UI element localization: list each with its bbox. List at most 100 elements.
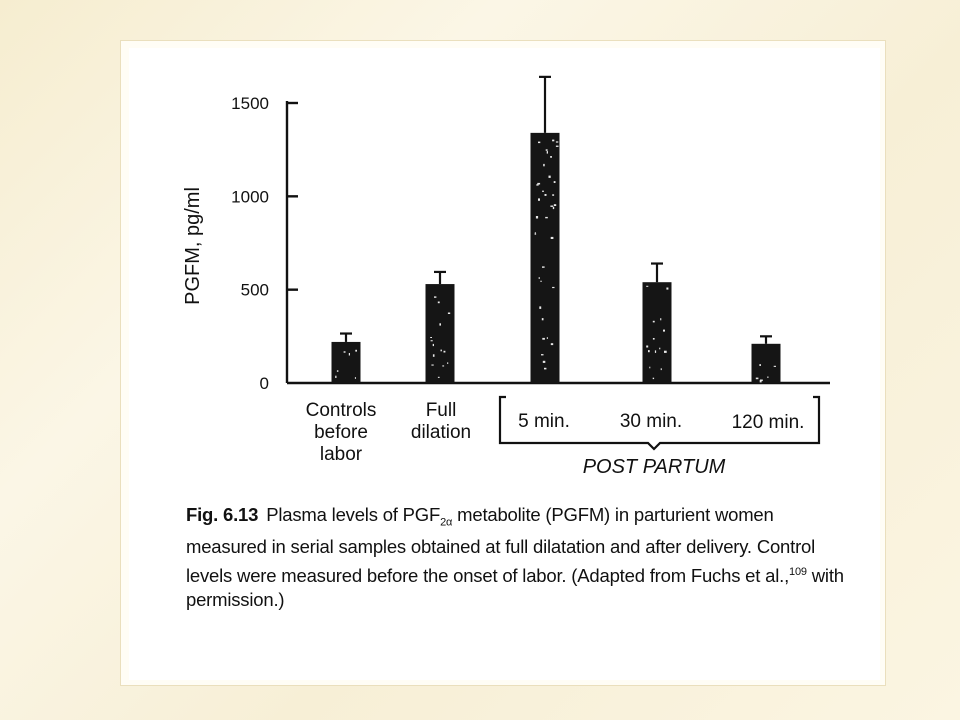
bracket-line [498, 395, 821, 451]
bar-texture [440, 349, 442, 352]
bar-texture [443, 350, 446, 353]
y-tick-label: 500 [241, 281, 269, 300]
bar-texture [548, 175, 551, 178]
caption-subscript: 2α [440, 516, 453, 529]
bar-texture [538, 141, 541, 144]
figure-caption: Fig. 6.13 Plasma levels of PGF2α metaboli… [186, 503, 846, 613]
bar-texture [442, 365, 445, 367]
caption-text-2: metabolite (PGFM) in parturient women me… [186, 504, 816, 586]
bar-texture [546, 151, 548, 154]
bar-texture [654, 350, 657, 353]
bar-texture [434, 296, 437, 298]
bar-texture [437, 376, 440, 378]
bar-texture [552, 206, 555, 210]
bar-texture [555, 141, 559, 143]
bar-texture [543, 163, 545, 167]
bar-texture [648, 350, 650, 353]
bar-texture [431, 364, 434, 366]
x-tick-label: before [314, 422, 368, 443]
caption-text-3: with permission.) [186, 564, 844, 611]
bar-texture [666, 287, 669, 290]
bar-group [331, 332, 361, 383]
caption-text-1: Plasma levels of PGF [266, 504, 441, 525]
bar-group [642, 262, 672, 383]
bar-texture [348, 353, 350, 356]
bar-texture [437, 301, 440, 304]
bar-texture [540, 280, 542, 282]
bar-group [530, 75, 560, 383]
bar-group [751, 335, 781, 383]
bar [751, 343, 781, 383]
bar-texture [538, 198, 540, 201]
bar-texture [535, 216, 539, 219]
bar-texture [646, 285, 649, 287]
bar-texture [773, 365, 776, 367]
bar-texture [553, 181, 556, 183]
bar-texture [660, 368, 662, 371]
bar-texture [759, 364, 761, 366]
bar-texture [534, 232, 536, 234]
bar-texture [354, 377, 356, 379]
bar-texture [759, 380, 762, 383]
bar [530, 132, 560, 383]
bar-texture [335, 375, 337, 378]
bar-texture [355, 349, 357, 352]
bar-texture [544, 194, 547, 196]
bar-texture [536, 184, 539, 186]
bar-texture [534, 233, 537, 235]
bar-texture [652, 377, 655, 380]
bar-texture [542, 360, 546, 363]
bar-texture [541, 354, 544, 356]
bar-group [425, 270, 455, 383]
axes: 0 500 1000 1500 [231, 94, 830, 393]
bar-texture [343, 351, 346, 353]
y-tick-label: 1500 [231, 94, 269, 113]
bar-texture [646, 345, 649, 348]
bar-texture [550, 236, 554, 239]
bar-texture [430, 340, 433, 342]
x-tick-label: Full [426, 400, 457, 421]
bar-texture [545, 216, 548, 219]
bar-texture [652, 338, 655, 340]
bar-texture [555, 145, 559, 147]
bar-texture [542, 190, 544, 192]
bar-texture [664, 350, 667, 353]
bar [425, 284, 455, 383]
bar-texture [542, 266, 545, 268]
bar-texture [336, 370, 339, 372]
bar-texture [660, 318, 662, 321]
bar-texture [538, 277, 540, 279]
caption-superscript: 109 [789, 565, 807, 578]
bar-texture [539, 306, 542, 309]
bar-texture [447, 312, 451, 314]
bar-texture [439, 323, 441, 326]
post-partum-bracket: POST PARTUM [498, 395, 821, 478]
bar-texture [652, 320, 655, 323]
bar-texture [550, 205, 554, 207]
group-label: POST PARTUM [583, 456, 726, 478]
bar-texture [432, 343, 434, 347]
x-tick-label: Controls [306, 400, 377, 421]
bar-texture [541, 318, 544, 321]
bars [331, 75, 781, 383]
bar-texture [430, 337, 432, 338]
bar-texture [542, 337, 545, 340]
bar-texture [552, 286, 555, 289]
x-tick-label: labor [320, 444, 363, 465]
bar [642, 282, 672, 383]
bar-texture [663, 329, 665, 332]
bar-texture [550, 343, 554, 346]
bar-texture [755, 377, 759, 380]
x-tick-label: 30 min. [620, 411, 682, 432]
bar-texture [545, 149, 548, 151]
x-tick-label: 120 min. [732, 412, 805, 433]
y-axis-title: PGFM, pg/ml [182, 187, 204, 305]
bar-texture [659, 347, 661, 350]
x-tick-label: 5 min. [518, 411, 570, 432]
y-tick-label: 0 [260, 374, 269, 393]
bar-texture [546, 337, 548, 339]
y-tick-label: 1000 [231, 187, 269, 206]
bar-texture [552, 194, 555, 196]
bar-texture [767, 376, 769, 378]
x-tick-label: dilation [411, 422, 471, 443]
